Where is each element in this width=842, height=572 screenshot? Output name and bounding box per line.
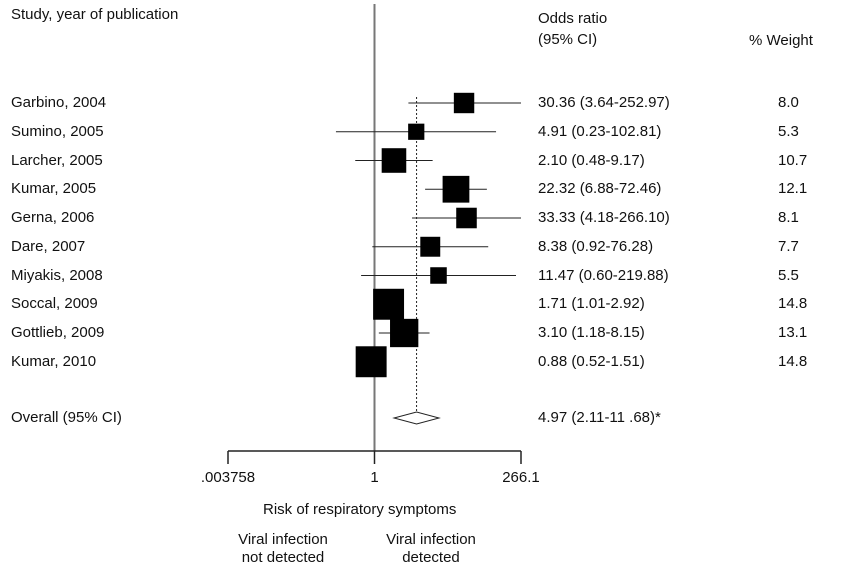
header-ci: (95% CI) <box>538 31 598 48</box>
odds-ratio-text: 33.33 (4.18-266.10) <box>538 209 670 226</box>
overall-label: Overall (95% CI) <box>11 409 122 426</box>
study-label: Larcher, 2005 <box>11 151 103 169</box>
weight-text: 5.5 <box>778 266 799 284</box>
direction-left-line1: Viral infection <box>238 531 328 548</box>
direction-right-line2: detected <box>402 549 460 566</box>
direction-left-label: Viral infection not detected <box>223 531 343 567</box>
effect-square <box>355 346 387 378</box>
direction-left-line2: not detected <box>241 549 325 566</box>
study-label: Kumar, 2010 <box>11 352 97 370</box>
odds-ratio-text: 3.10 (1.18-8.15) <box>538 324 645 341</box>
effect-square <box>453 92 475 114</box>
odds-ratio-text: 30.36 (3.64-252.97) <box>538 94 670 111</box>
weight-text: 5.3 <box>778 122 799 140</box>
study-label: Gottlieb, 2009 <box>11 324 105 341</box>
study-label: Garbino, 2004 <box>11 94 107 111</box>
odds-ratio-text: 1.71 (1.01-2.92) <box>538 295 645 313</box>
effect-square <box>381 148 407 173</box>
study-label: Soccal, 2009 <box>11 295 98 313</box>
odds-ratio-text: 11.47 (0.60-219.88) <box>538 266 669 284</box>
effect-square <box>373 288 405 320</box>
effect-square <box>408 123 425 140</box>
odds-ratio-text: 8.38 (0.92-76.28) <box>538 237 654 255</box>
header-weight: % Weight <box>749 32 813 49</box>
effect-square <box>456 207 477 229</box>
study-label: Kumar, 2005 <box>11 180 97 198</box>
study-label: Dare, 2007 <box>11 237 86 255</box>
weight-text: 12.1 <box>778 180 808 198</box>
direction-right-label: Viral infection detected <box>376 531 486 567</box>
weight-text: 13.1 <box>778 324 808 341</box>
study-label: Sumino, 2005 <box>11 122 104 140</box>
weight-text: 10.7 <box>778 151 808 169</box>
header-odds-ratio: Odds ratio <box>538 10 608 27</box>
weight-text: 8.1 <box>778 209 799 226</box>
header-study: Study, year of publication <box>11 6 179 23</box>
weight-text: 14.8 <box>778 352 808 370</box>
effect-square <box>390 318 419 348</box>
weight-text: 7.7 <box>778 237 799 255</box>
x-axis-label: Risk of respiratory symptoms <box>263 501 457 518</box>
odds-ratio-text: 0.88 (0.52-1.51) <box>538 352 645 370</box>
odds-ratio-text: 2.10 (0.48-9.17) <box>538 151 645 169</box>
effect-square <box>442 175 470 203</box>
weight-text: 8.0 <box>778 94 799 111</box>
overall-odds-ratio-text: 4.97 (2.11-11 .68)* <box>538 409 661 426</box>
odds-ratio-text: 4.91 (0.23-102.81) <box>538 122 662 140</box>
x-tick-label: .003758 <box>201 469 255 486</box>
direction-right-line1: Viral infection <box>386 531 476 548</box>
study-label: Gerna, 2006 <box>11 209 95 226</box>
x-tick-label: 266.1 <box>502 469 540 486</box>
weight-text: 14.8 <box>778 295 808 313</box>
effect-square <box>420 236 441 257</box>
effect-square <box>430 267 447 284</box>
study-label: Miyakis, 2008 <box>11 266 103 284</box>
odds-ratio-text: 22.32 (6.88-72.46) <box>538 180 662 198</box>
x-tick-label: 1 <box>370 469 378 486</box>
overall-diamond <box>392 411 441 425</box>
